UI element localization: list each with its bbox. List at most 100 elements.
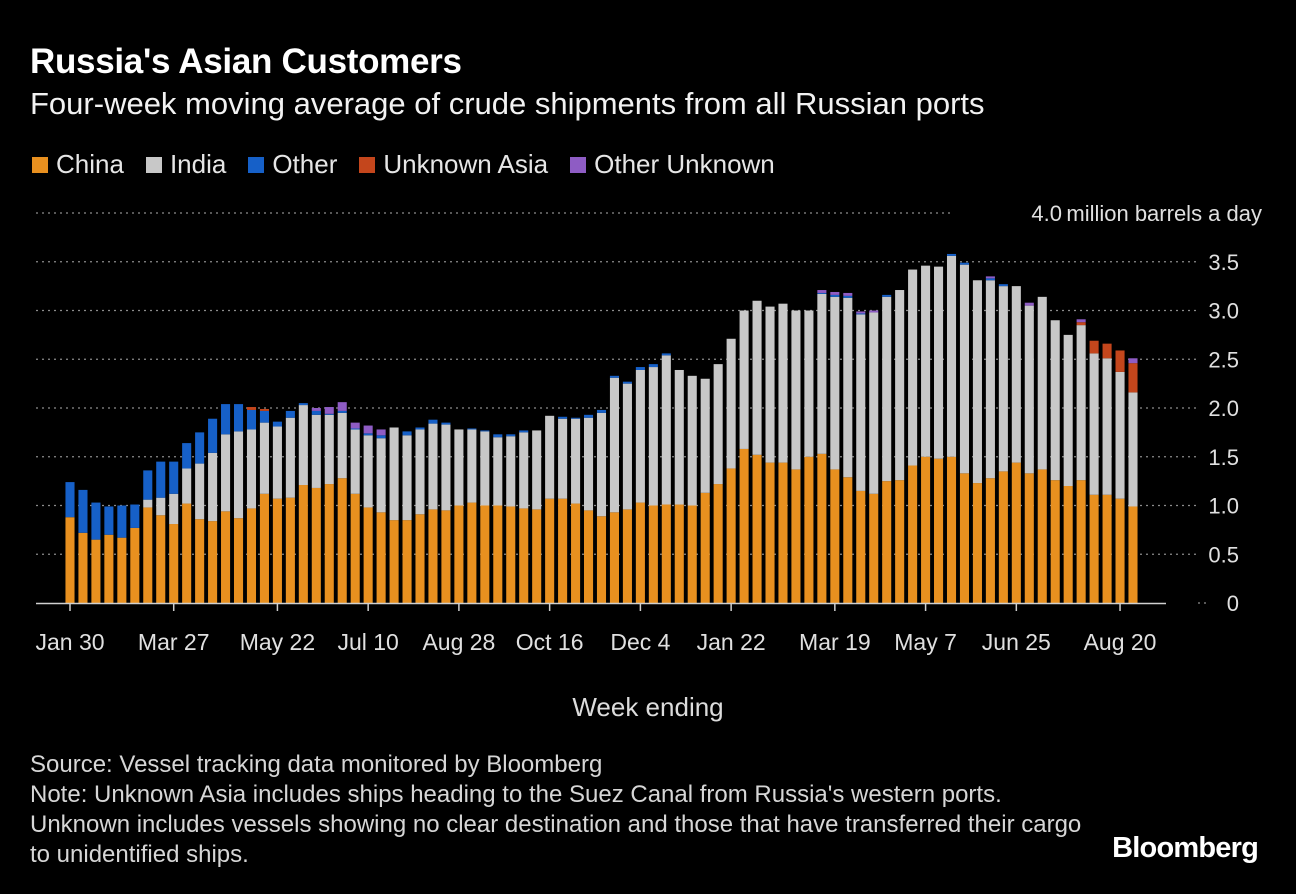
bar-other-unknown	[1128, 358, 1138, 364]
legend-label-other-unknown: Other Unknown	[594, 149, 775, 179]
bar-china	[65, 517, 75, 603]
bar-other	[480, 430, 490, 432]
bar-china	[674, 504, 684, 603]
bar-unknown-asia	[246, 407, 257, 410]
bar-other	[946, 253, 957, 256]
bar-other-unknown	[817, 290, 827, 293]
bar-china	[467, 502, 477, 603]
bar-china	[1037, 469, 1047, 603]
bar-china	[752, 454, 762, 603]
bar-other	[571, 417, 581, 419]
bar-unknown-asia	[1076, 322, 1086, 326]
axis-layer: 0 0.5 1.0 1.5 2.0 2.5 3.0 3.5 4.0 million barrel…	[35, 201, 1262, 655]
bar-unknown-asia	[1115, 350, 1125, 372]
bar-china	[1063, 486, 1073, 603]
bar-other	[65, 482, 75, 518]
bar-china	[739, 448, 749, 603]
bar-india	[869, 312, 879, 494]
bar-india	[428, 423, 438, 510]
footer-notes: Source: Vessel tracking data monitored b…	[30, 750, 1090, 870]
bar-india	[506, 436, 516, 507]
x-tick-label: Jul 10	[337, 629, 398, 655]
bar-india	[1128, 392, 1138, 507]
bar-india	[843, 297, 853, 478]
bar-india	[195, 463, 205, 520]
bar-china	[441, 510, 451, 604]
legend: China India Other Unknown Asia Other Unk…	[32, 149, 775, 180]
x-tick-label: Mar 19	[799, 629, 871, 655]
bar-india	[221, 434, 231, 512]
bar-other	[195, 432, 205, 464]
bar-other-unknown	[830, 291, 840, 295]
bar-other	[596, 409, 607, 413]
bar-india	[1076, 325, 1086, 481]
y-tick-label: 1.5	[1208, 445, 1239, 470]
bar-india	[830, 296, 840, 470]
bar-other	[221, 404, 231, 435]
bar-other	[402, 431, 412, 436]
bar-other	[169, 461, 179, 494]
bar-china	[376, 512, 386, 603]
legend-label-india: India	[169, 149, 227, 179]
bar-india	[285, 417, 295, 498]
bar-china	[635, 502, 645, 603]
bar-other	[246, 409, 257, 430]
bar-china	[778, 462, 788, 603]
bar-other	[376, 435, 386, 439]
bar-other-unknown	[363, 425, 373, 434]
bar-other	[428, 419, 438, 424]
bar-india	[1115, 371, 1125, 499]
legend-item-india: India	[145, 149, 227, 180]
y-tick-label: 2.5	[1208, 347, 1239, 372]
bar-india	[895, 290, 905, 481]
bar-india	[350, 429, 360, 494]
bar-other	[259, 410, 269, 423]
bar-india	[1011, 286, 1021, 463]
bar-china	[1024, 473, 1034, 603]
bar-india	[635, 369, 645, 503]
bar-india	[700, 378, 710, 493]
bar-other-unknown	[856, 311, 866, 314]
bar-other	[998, 284, 1008, 287]
bar-china	[609, 512, 619, 603]
bar-other	[635, 367, 645, 370]
bar-other	[415, 427, 425, 430]
bar-china	[972, 483, 982, 603]
legend-swatch-india	[145, 156, 162, 173]
bar-other	[117, 505, 127, 538]
bar-china	[208, 521, 218, 603]
bar-china	[311, 487, 321, 603]
x-tick-label: Jun 25	[982, 629, 1051, 655]
bar-other	[817, 292, 827, 294]
bar-other	[272, 421, 282, 427]
bar-china	[272, 498, 282, 603]
bar-china	[1128, 506, 1138, 603]
bar-china	[959, 473, 970, 603]
bar-india	[182, 468, 192, 504]
bar-china	[1089, 494, 1099, 603]
bar-india	[946, 255, 957, 457]
bar-india	[558, 418, 568, 499]
bar-india	[519, 432, 529, 509]
bar-other	[208, 418, 218, 453]
x-tick-label: Mar 27	[138, 629, 210, 655]
bar-india	[856, 314, 866, 491]
bar-china	[104, 534, 114, 603]
bar-india	[985, 280, 995, 479]
bar-china	[182, 503, 192, 603]
legend-swatch-other-unknown	[570, 156, 587, 173]
bar-india	[804, 310, 814, 457]
bar-china	[558, 498, 568, 603]
bar-china	[246, 508, 257, 603]
bar-india	[156, 497, 166, 516]
bar-india	[389, 427, 399, 521]
bar-other	[856, 313, 866, 315]
bar-china	[661, 504, 671, 603]
bar-india	[454, 429, 464, 506]
bar-layer	[65, 253, 1138, 604]
bar-india	[493, 437, 503, 506]
bar-china	[1076, 480, 1086, 603]
x-axis-title: Week ending	[572, 692, 724, 722]
bar-china	[908, 465, 918, 603]
bar-india	[363, 435, 373, 508]
